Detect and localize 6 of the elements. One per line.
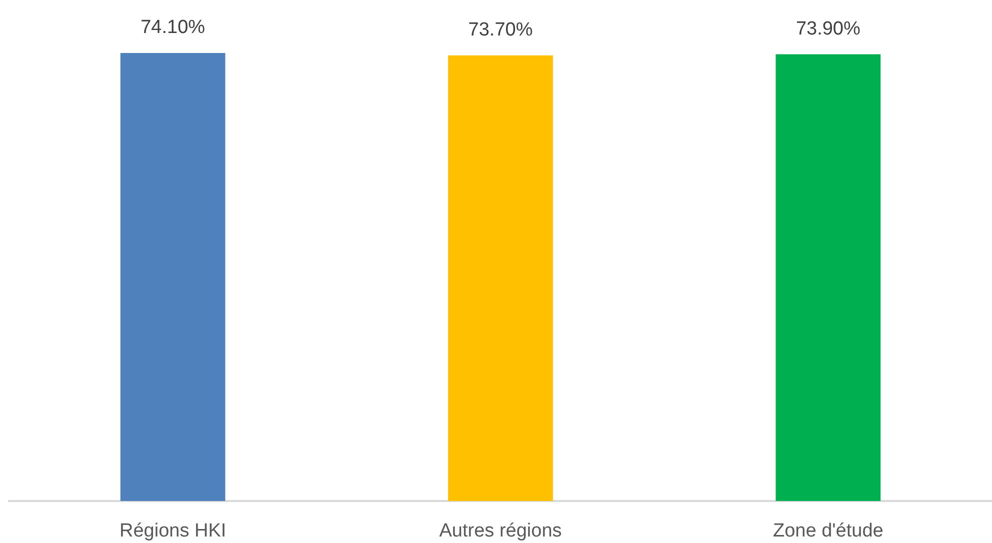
data-label: 74.10%	[140, 17, 206, 38]
data-label: 73.90%	[796, 18, 860, 40]
x-tick-label: Zone d'étude	[773, 520, 884, 542]
data-label: 73.70%	[468, 20, 533, 41]
x-tick-label: Régions HKI	[119, 520, 226, 542]
x-tick-label: Autres régions	[439, 520, 562, 542]
